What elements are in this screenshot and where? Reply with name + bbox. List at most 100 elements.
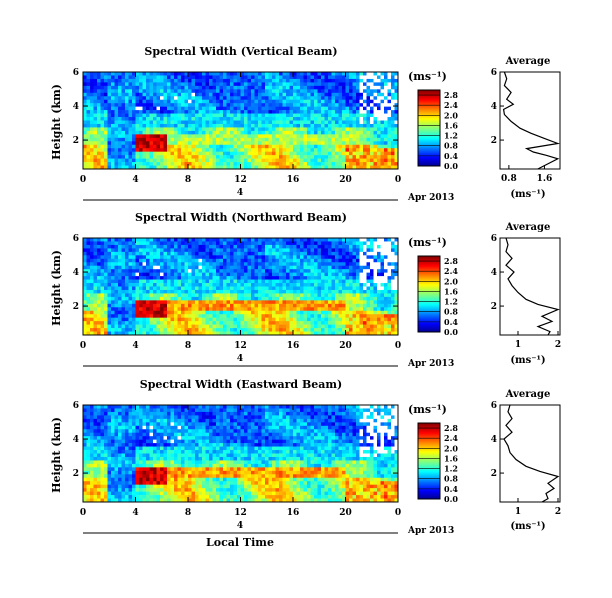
heatmap-cell — [293, 238, 297, 242]
heatmap-cell — [377, 103, 381, 107]
heatmap-cell — [265, 123, 269, 128]
heatmap-cell — [286, 155, 290, 159]
heatmap-cell — [153, 262, 157, 267]
heatmap-cell — [111, 314, 115, 318]
heatmap-cell — [296, 137, 301, 142]
heatmap-cell — [349, 258, 353, 263]
heatmap-cell — [188, 258, 192, 263]
heatmap-cell — [202, 92, 206, 97]
heatmap-cell — [90, 279, 94, 284]
heatmap-cell — [289, 151, 294, 156]
heatmap-cell — [335, 321, 339, 325]
heatmap-cell — [289, 158, 294, 163]
heatmap-cell — [184, 328, 189, 332]
heatmap-cell — [100, 75, 105, 80]
heatmap-cell — [223, 283, 227, 287]
heatmap-cell — [310, 300, 315, 305]
heatmap-cell — [191, 162, 196, 166]
heatmap-cell — [86, 155, 91, 159]
heatmap-cell — [146, 331, 150, 336]
heatmap-cell — [177, 75, 182, 80]
heatmap-cell — [114, 262, 119, 267]
heatmap-cell — [366, 276, 371, 280]
heatmap-cell — [233, 130, 238, 135]
heatmap-cell — [135, 238, 140, 242]
heatmap-cell — [272, 269, 276, 273]
heatmap-cell — [237, 251, 241, 256]
heatmap-cell — [359, 123, 364, 128]
heatmap-cell — [128, 78, 133, 83]
heatmap-cell — [184, 155, 189, 159]
heatmap-cell — [275, 158, 280, 163]
heatmap-cell — [363, 110, 367, 114]
heatmap-cell — [153, 324, 157, 329]
heatmap-cell — [226, 151, 231, 156]
heatmap-cell — [268, 134, 273, 139]
heatmap-cell — [289, 141, 294, 146]
heatmap-cell — [300, 314, 304, 318]
heatmap-cell — [100, 328, 105, 332]
heatmap-cell — [356, 307, 360, 312]
heatmap-cell — [142, 307, 147, 312]
heatmap-cell — [212, 78, 217, 83]
heatmap-cell — [216, 75, 220, 80]
heatmap-cell — [373, 89, 378, 94]
heatmap-cell — [100, 303, 105, 308]
heatmap-cell — [261, 75, 266, 80]
heatmap-cell — [342, 276, 346, 280]
heatmap-cell — [335, 106, 339, 111]
heatmap-cell — [181, 113, 185, 118]
heatmap-cell — [118, 303, 122, 308]
heatmap-cell — [163, 89, 168, 94]
heatmap-cell — [184, 103, 189, 107]
heatmap-cell — [163, 258, 168, 263]
heatmap-cell — [167, 158, 171, 163]
heatmap-cell — [247, 148, 252, 152]
heatmap-cell — [142, 241, 147, 246]
colorbar-tick-label: 1.6 — [444, 120, 458, 130]
heatmap-cell — [118, 321, 122, 325]
heatmap-cell — [90, 293, 94, 298]
heatmap-cell — [223, 248, 227, 253]
heatmap-cell — [293, 137, 297, 142]
heatmap-cell — [373, 324, 378, 329]
heatmap-cell — [324, 127, 329, 132]
heatmap-cell — [237, 113, 241, 118]
heatmap-cell — [230, 165, 234, 170]
heatmap-cell — [153, 279, 157, 284]
heatmap-cell — [380, 110, 385, 114]
heatmap-cell — [167, 137, 171, 142]
heatmap-cell — [307, 103, 311, 107]
heatmap-cell — [104, 113, 108, 118]
heatmap-cell — [170, 303, 175, 308]
heatmap-cell — [268, 317, 273, 322]
heatmap-cell — [251, 113, 255, 118]
heatmap-cell — [338, 310, 343, 315]
heatmap-cell — [321, 96, 325, 101]
heatmap-cell — [335, 89, 339, 94]
heatmap-cell — [223, 103, 227, 107]
heatmap-cell — [135, 248, 140, 253]
heatmap-cell — [366, 241, 371, 246]
heatmap-cell — [212, 286, 217, 291]
heatmap-cell — [237, 117, 241, 121]
heatmap-cell — [268, 117, 273, 121]
heatmap-cell — [156, 328, 161, 332]
heatmap-cell — [300, 307, 304, 312]
heatmap-cell — [342, 78, 346, 83]
heatmap-cell — [300, 130, 304, 135]
heatmap-cell — [296, 303, 301, 308]
heatmap-cell — [107, 130, 112, 135]
heatmap-cell — [181, 134, 185, 139]
heatmap-cell — [303, 103, 308, 107]
heatmap-cell — [321, 289, 325, 294]
heatmap-cell — [373, 130, 378, 135]
heatmap-cell — [356, 279, 360, 284]
heatmap-cell — [240, 244, 245, 249]
heatmap-cell — [258, 92, 262, 97]
heatmap-cell — [114, 317, 119, 322]
heatmap-cell — [153, 117, 157, 121]
heatmap-cell — [258, 89, 262, 94]
heatmap-cell — [170, 127, 175, 132]
heatmap-cell — [146, 151, 150, 156]
